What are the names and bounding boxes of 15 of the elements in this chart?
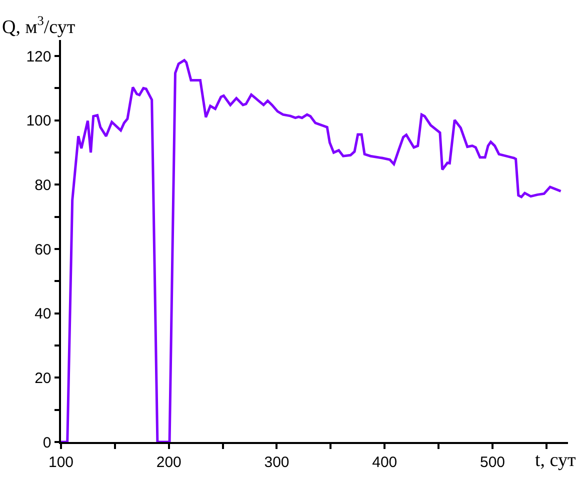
y-tick-label: 120 xyxy=(26,48,52,66)
y-tick-label: 20 xyxy=(34,370,52,387)
x-tick-label: 400 xyxy=(372,454,398,471)
y-tick-label: 40 xyxy=(34,306,52,323)
x-tick-label: 200 xyxy=(156,454,182,471)
y-axis-title: Q, м$^{3}$/сут xyxy=(2,13,76,38)
y-tick-label: 60 xyxy=(34,241,52,258)
y-tick-label: 0 xyxy=(42,434,52,452)
y-tick-label: 80 xyxy=(34,176,52,194)
x-tick-label: 500 xyxy=(480,454,506,471)
line-series xyxy=(61,59,562,442)
x-tick-label: 100 xyxy=(48,454,74,471)
x-axis-title: t, сут xyxy=(535,450,576,471)
x-tick-label: 300 xyxy=(264,454,290,471)
y-tick-label: 100 xyxy=(26,112,52,130)
